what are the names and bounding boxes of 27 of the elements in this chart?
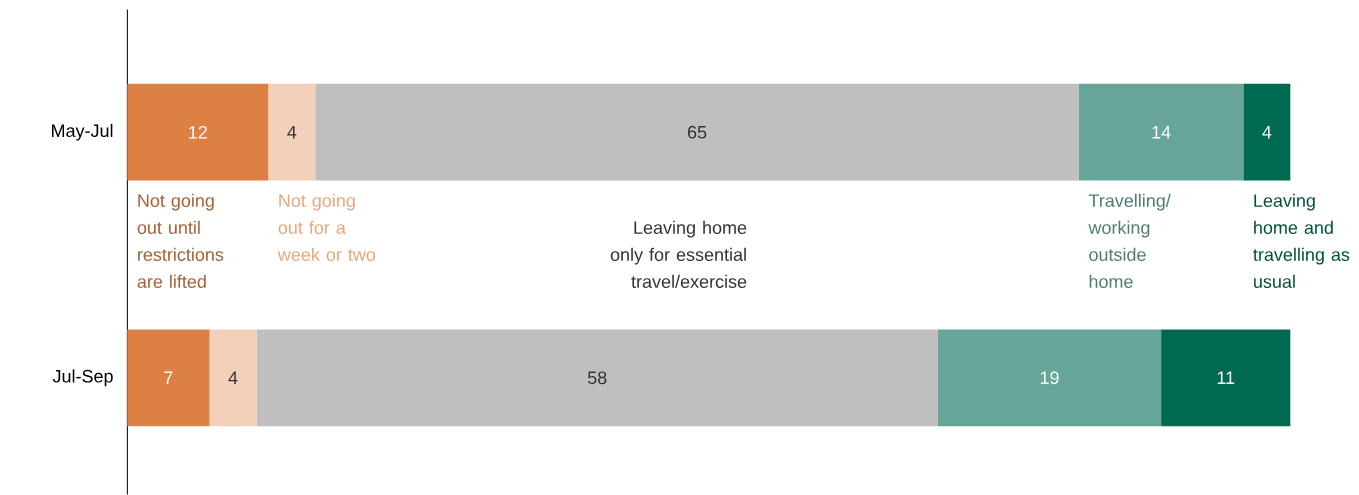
data-label: 11 [1217, 371, 1235, 384]
data-label: 4 [228, 371, 238, 384]
series-label: Leaving home and travelling as usual [1253, 193, 1350, 289]
bar [1243, 83, 1291, 181]
bar [315, 83, 1079, 181]
data-label: 12 [189, 125, 207, 139]
data-label: 7 [164, 371, 173, 384]
data-label: 4 [1262, 126, 1272, 139]
text: Leaving home only for essential travel/exercise [610, 220, 747, 289]
data-label: 19 [1040, 371, 1059, 385]
data-label: 58 [587, 371, 607, 385]
bar [256, 329, 938, 427]
series-label: Not going out until restrictions are lifted [137, 193, 224, 289]
bar [937, 329, 1162, 427]
data-label: 4 [287, 126, 297, 139]
bar [127, 83, 269, 181]
data-label: 65 [687, 125, 707, 139]
bar [1161, 329, 1291, 427]
bar [127, 329, 210, 427]
series-label: Travelling/ working outside home [1088, 193, 1171, 289]
y-tick-label: May-Jul [52, 123, 113, 141]
data-label: 14 [1152, 126, 1171, 139]
bar [268, 83, 316, 181]
y-tick-label: Jul-Sep [52, 369, 113, 387]
bar [209, 329, 257, 427]
series-label: Not going out for a week or two [277, 193, 376, 262]
bar [1078, 83, 1244, 181]
